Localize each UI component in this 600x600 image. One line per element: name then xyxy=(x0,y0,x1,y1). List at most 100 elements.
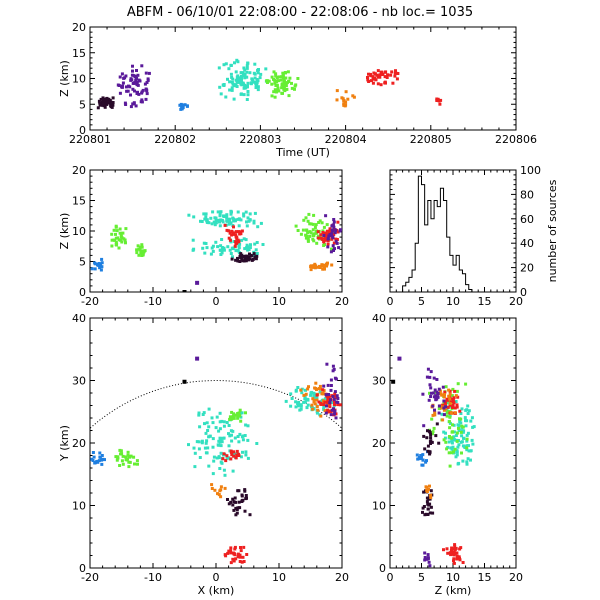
source-point xyxy=(244,423,248,427)
source-point xyxy=(282,87,286,91)
source-point xyxy=(466,412,470,415)
source-point xyxy=(250,254,253,258)
source-point xyxy=(311,397,315,401)
source-point xyxy=(98,101,102,105)
source-point xyxy=(198,425,202,429)
source-point xyxy=(229,209,233,213)
panel-z_plan: 0 5 10 15 20 0 10 20 30 40 Z (km) xyxy=(372,312,523,597)
source-point xyxy=(183,103,187,107)
source-point xyxy=(322,384,326,388)
source-point xyxy=(272,90,276,94)
source-point xyxy=(228,415,232,419)
y-tick-label: 60 xyxy=(520,213,534,226)
source-point xyxy=(460,424,464,428)
source-point xyxy=(433,388,437,392)
source-point xyxy=(428,440,432,444)
source-point xyxy=(380,70,384,74)
source-point xyxy=(441,418,445,422)
source-point xyxy=(423,551,427,555)
source-point xyxy=(304,236,308,240)
source-point xyxy=(231,255,234,259)
source-point xyxy=(212,455,216,459)
source-point xyxy=(427,503,431,507)
source-point xyxy=(421,510,424,514)
source-point xyxy=(135,76,139,80)
source-point xyxy=(197,440,201,444)
source-point xyxy=(342,102,346,106)
source-point xyxy=(232,97,236,101)
source-point xyxy=(334,237,338,241)
source-point xyxy=(235,449,239,453)
source-point xyxy=(266,81,269,84)
x-axis-title: Time (UT) xyxy=(275,146,330,159)
source-point xyxy=(277,79,280,83)
source-point xyxy=(261,243,265,246)
source-point xyxy=(457,555,461,559)
source-point xyxy=(279,78,283,82)
source-point xyxy=(334,228,338,232)
source-point xyxy=(296,386,300,389)
source-point xyxy=(453,543,457,547)
source-point xyxy=(425,485,429,489)
source-point xyxy=(324,411,328,415)
source-point xyxy=(294,405,298,409)
source-point xyxy=(218,85,222,89)
source-point xyxy=(91,451,95,454)
source-point xyxy=(431,432,434,436)
y-tick-label: 20 xyxy=(372,437,386,450)
source-point xyxy=(335,238,339,241)
source-point xyxy=(93,461,97,465)
source-point xyxy=(455,389,459,393)
source-point xyxy=(319,414,323,418)
source-point xyxy=(465,448,469,452)
source-point xyxy=(230,439,234,443)
source-point xyxy=(454,546,458,550)
source-point xyxy=(211,445,215,449)
source-point xyxy=(130,78,134,82)
source-point xyxy=(317,400,321,404)
source-point xyxy=(428,450,432,454)
source-point xyxy=(236,210,240,214)
source-point xyxy=(316,265,319,269)
source-point xyxy=(380,73,384,76)
source-point xyxy=(446,405,450,409)
source-point xyxy=(328,405,332,409)
source-point xyxy=(335,89,339,93)
source-point xyxy=(140,98,144,102)
source-point xyxy=(451,398,455,401)
source-point xyxy=(333,231,337,235)
source-point xyxy=(236,60,240,64)
source-point xyxy=(299,403,303,407)
source-point xyxy=(455,453,459,457)
source-point xyxy=(232,83,236,87)
source-point xyxy=(440,412,444,416)
source-point xyxy=(240,76,244,80)
source-point xyxy=(456,445,460,449)
source-point xyxy=(429,496,433,500)
source-point xyxy=(125,89,129,93)
source-point xyxy=(334,416,338,420)
plot-area xyxy=(402,175,476,292)
source-point xyxy=(424,460,428,464)
source-point xyxy=(210,246,214,250)
source-point xyxy=(99,97,103,101)
source-point xyxy=(445,447,449,451)
source-point xyxy=(225,454,229,458)
source-point xyxy=(328,229,332,233)
source-point xyxy=(134,104,138,108)
source-point xyxy=(451,547,455,551)
plot-area xyxy=(90,209,342,292)
source-point xyxy=(200,220,204,223)
source-point xyxy=(92,455,96,459)
source-point xyxy=(454,455,458,459)
source-point xyxy=(222,248,226,252)
source-point xyxy=(451,404,455,407)
source-point xyxy=(296,404,300,408)
source-point xyxy=(330,228,334,232)
source-point xyxy=(449,553,453,557)
source-point xyxy=(373,76,377,80)
source-point xyxy=(229,449,233,453)
y-tick-label: 10 xyxy=(72,225,86,238)
source-point xyxy=(114,240,118,244)
source-point xyxy=(453,447,457,451)
